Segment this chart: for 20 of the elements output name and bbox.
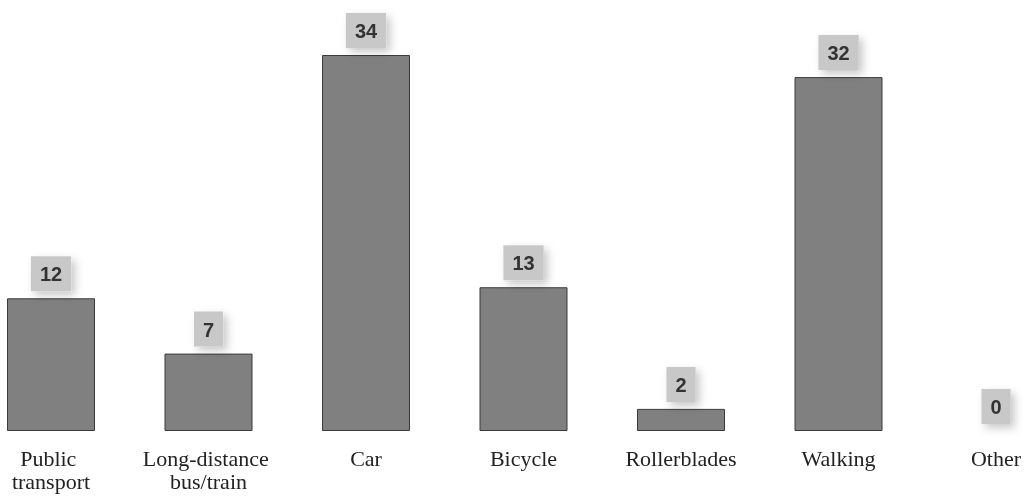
bar [637,408,725,431]
x-tick-label: Car [350,446,383,471]
data-label: 13 [512,252,535,275]
x-tick-label: Other [970,446,1022,471]
x-tick-label: Rollerblades [625,446,737,471]
x-tick-label: Public transport [11,446,91,494]
bar [479,287,568,431]
data-label: 2 [675,373,687,396]
bar [794,77,883,431]
x-tick-label: Long-distance bus/train [142,446,275,494]
x-tick-label: Bicycle [489,446,558,471]
data-label: 7 [202,318,215,341]
data-label: 0 [990,396,1002,418]
bar [322,55,410,431]
x-tick-label: Walking [801,446,876,471]
data-label: 12 [39,263,63,286]
data-label: 34 [354,20,378,42]
bar [164,353,253,431]
data-label: 32 [827,42,850,65]
bar [7,298,95,431]
